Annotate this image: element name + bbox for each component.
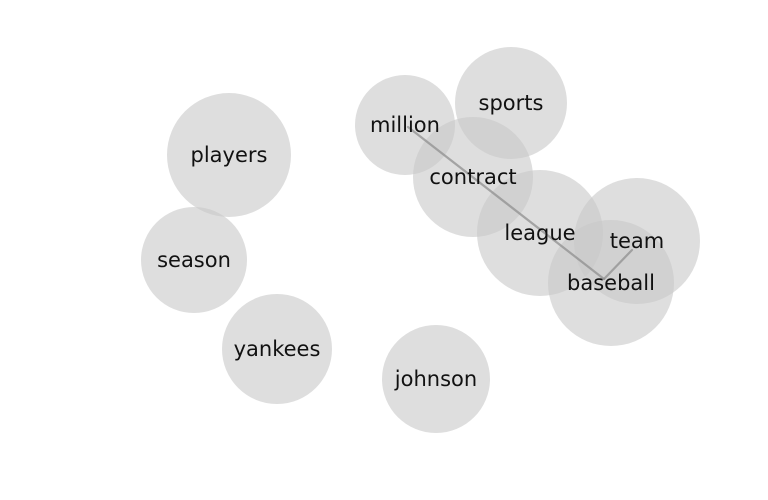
- node-label-team: team: [610, 229, 664, 253]
- node-label-baseball: baseball: [567, 271, 655, 295]
- node-label-johnson: johnson: [394, 367, 477, 391]
- node-label-league: league: [504, 221, 575, 245]
- node-bubble-season: [141, 207, 247, 313]
- node-bubble-yankees: [222, 294, 332, 404]
- node-bubble-johnson: [382, 325, 490, 433]
- edge-team-baseball: [602, 248, 634, 281]
- node-bubble-baseball: [548, 220, 674, 346]
- node-label-yankees: yankees: [234, 337, 321, 361]
- node-label-million: million: [370, 113, 440, 137]
- bubbles-layer: [141, 47, 700, 433]
- labels-layer: players season yankees million sports contrac…: [157, 91, 664, 391]
- node-label-season: season: [157, 248, 231, 272]
- node-bubble-players: [167, 93, 291, 217]
- edges-layer: [406, 125, 634, 281]
- edge-million-baseball: [406, 125, 606, 281]
- node-label-sports: sports: [479, 91, 544, 115]
- node-label-players: players: [191, 143, 268, 167]
- node-label-contract: contract: [429, 165, 516, 189]
